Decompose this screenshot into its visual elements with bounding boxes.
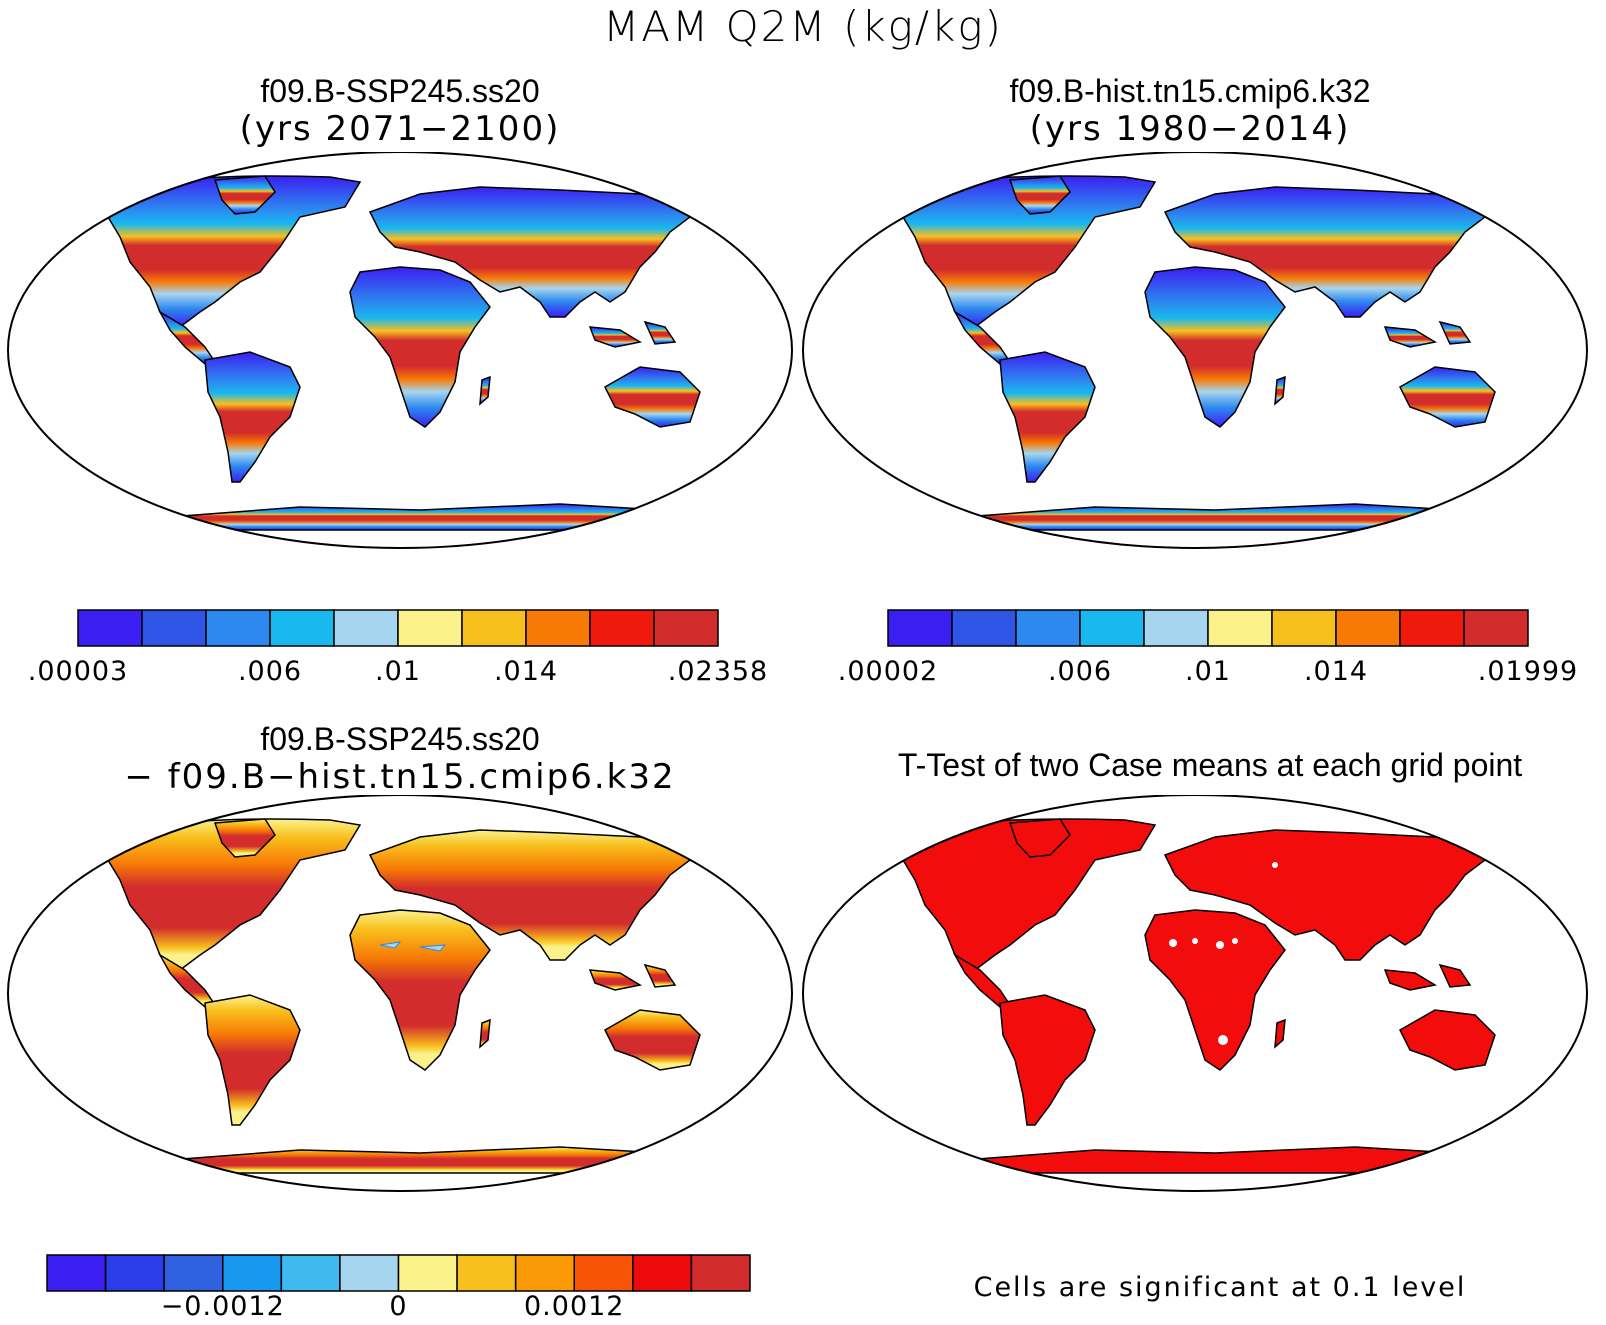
panel-title-hist-years: (yrs 1980−2014) — [1029, 109, 1351, 149]
colorbar-swatch — [1271, 609, 1337, 647]
colorbar-tick-label: .014 — [1304, 656, 1368, 687]
panel-title-diff-minus: − f09.B−hist.tn15.cmip6.k32 — [124, 757, 676, 797]
colorbar-swatch — [141, 609, 207, 647]
map-hist — [802, 152, 1588, 549]
panel-title-ssp245-years: (yrs 2071−2100) — [239, 109, 561, 149]
colorbar-swatch — [632, 1254, 693, 1292]
colorbar-swatch — [205, 609, 271, 647]
panel-title-ssp245-name: f09.B-SSP245.ss20 — [260, 73, 540, 109]
colorbar-swatch — [104, 1254, 165, 1292]
colorbar-swatch — [1335, 609, 1401, 647]
colorbar-tick-label: .006 — [238, 656, 302, 687]
colorbar-swatch — [333, 609, 399, 647]
colorbar-tick-label: .00002 — [838, 656, 938, 687]
colorbar-swatch — [46, 1254, 107, 1292]
colorbar-tick-label: 0.0012 — [524, 1291, 624, 1322]
colorbar-swatch — [1463, 609, 1529, 647]
colorbar-swatch — [690, 1254, 751, 1292]
map-ttest — [802, 795, 1588, 1192]
colorbar-ssp245: .00003 .006 .01 .014 .02358 — [28, 609, 768, 687]
figure-title: MAM Q2M (kg/kg) — [603, 2, 1003, 51]
colorbar-swatch — [397, 609, 463, 647]
colorbar-swatch — [887, 609, 953, 647]
colorbar-tick-label: .01 — [375, 656, 421, 687]
colorbar-swatch — [951, 609, 1017, 647]
colorbar-tick-label: .02358 — [668, 656, 768, 687]
colorbar-swatch — [280, 1254, 341, 1292]
colorbar-swatch — [589, 609, 655, 647]
panel-title-hist: f09.B-hist.tn15.cmip6.k32 (yrs 1980−2014… — [890, 72, 1490, 148]
colorbar-swatch — [514, 1254, 576, 1292]
colorbar-tick-label: .00003 — [28, 656, 128, 687]
panel-title-hist-name: f09.B-hist.tn15.cmip6.k32 — [1009, 73, 1371, 109]
panel-title-ssp245: f09.B-SSP245.ss20 (yrs 2071−2100) — [100, 72, 700, 148]
colorbar-tick-label: .01999 — [1478, 656, 1578, 687]
panel-title-diff: f09.B-SSP245.ss20 − f09.B−hist.tn15.cmip… — [60, 720, 740, 796]
panel-title-diff-name: f09.B-SSP245.ss20 — [260, 721, 540, 757]
colorbar-swatch — [525, 609, 591, 647]
colorbar-swatch — [1015, 609, 1081, 647]
colorbar-tick-label: .014 — [494, 656, 558, 687]
colorbar-swatch — [269, 609, 335, 647]
colorbar-swatch — [573, 1254, 634, 1292]
colorbar-swatch — [461, 609, 527, 647]
colorbar-swatch — [397, 1254, 458, 1292]
colorbar-tick-label: .006 — [1048, 656, 1112, 687]
colorbar-hist: .00002 .006 .01 .014 .01999 — [838, 609, 1578, 687]
colorbar-diff: −0.0012 0 0.0012 — [46, 1254, 751, 1322]
colorbar-swatch — [1207, 609, 1273, 647]
colorbar-swatch — [222, 1254, 283, 1292]
colorbar-swatch — [77, 609, 143, 647]
colorbar-swatch — [339, 1254, 400, 1292]
colorbar-swatch — [653, 609, 719, 647]
colorbar-swatch — [1399, 609, 1465, 647]
panel-title-ttest: T-Test of two Case means at each grid po… — [897, 747, 1523, 783]
colorbar-tick-label: −0.0012 — [161, 1291, 285, 1322]
map-ssp245 — [7, 152, 793, 549]
colorbar-swatch — [1079, 609, 1145, 647]
colorbar-tick-label: 0 — [389, 1291, 407, 1322]
map-diff — [7, 795, 793, 1192]
colorbar-swatch — [163, 1254, 224, 1292]
significance-note: Cells are significant at 0.1 level — [973, 1272, 1467, 1303]
colorbar-swatch — [456, 1254, 517, 1292]
colorbar-swatch — [1143, 609, 1209, 647]
colorbar-tick-label: .01 — [1185, 656, 1231, 687]
